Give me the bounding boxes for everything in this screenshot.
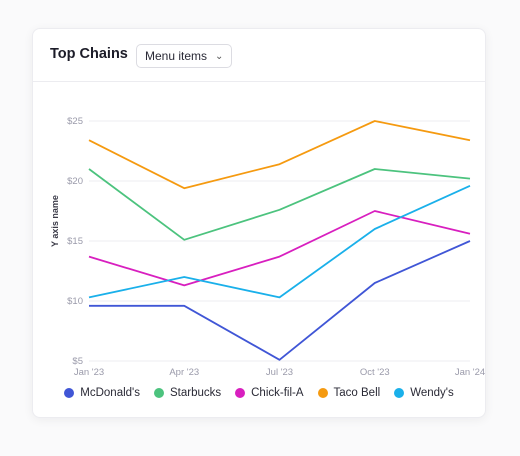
- x-tick-label: Jul '23: [266, 367, 293, 378]
- y-axis-ticks: $5 $10 $15 $20 $25: [67, 116, 83, 367]
- chart-legend: McDonald's Starbucks Chick-fil-A Taco Bell W…: [33, 387, 485, 399]
- series-line-chick-fil-a: [88, 210, 471, 287]
- series-line-mcdonald-s: [89, 240, 471, 361]
- series-line-taco-bell: [88, 120, 471, 190]
- y-tick-label: $20: [67, 176, 83, 187]
- x-axis-ticks: Jan '23 Apr '23 Jul '23 Oct '23 Jan '24: [74, 367, 485, 378]
- dropdown-value: Menu items: [145, 49, 208, 63]
- chart-title: Top Chains: [50, 46, 128, 62]
- legend-item[interactable]: Wendy's: [394, 387, 454, 399]
- legend-dot-icon: [64, 388, 75, 398]
- card-header: Top Chains Menu items ⌄: [33, 29, 485, 82]
- x-tick-label: Oct '23: [360, 367, 390, 378]
- legend-label: Taco Bell: [333, 387, 381, 399]
- legend-dot-icon: [235, 388, 246, 398]
- x-tick-label: Jan '23: [74, 367, 104, 378]
- legend-item[interactable]: Taco Bell: [317, 387, 381, 399]
- legend-item[interactable]: Chick-fil-A: [235, 387, 304, 399]
- legend-item[interactable]: McDonald's: [64, 387, 140, 399]
- grid: [89, 120, 470, 362]
- line-chart: $5 $10 $15 $20 $25 Jan '23 Apr '23 Jul '23 Oct …: [50, 116, 485, 378]
- series-line-wendy-s: [88, 184, 471, 299]
- legend-label: McDonald's: [80, 387, 140, 399]
- x-tick-label: Jan '24: [455, 367, 485, 378]
- chart-card: Top Chains Menu items ⌄ $5 $10 $15 $20 $25 J…: [32, 28, 486, 418]
- legend-label: Starbucks: [169, 387, 222, 399]
- legend-item[interactable]: Starbucks: [153, 387, 222, 399]
- legend-dot-icon: [317, 388, 328, 398]
- legend-label: Chick-fil-A: [251, 387, 304, 399]
- y-tick-label: $5: [72, 356, 83, 367]
- legend-label: Wendy's: [410, 387, 454, 399]
- y-tick-label: $25: [67, 116, 83, 127]
- y-tick-label: $15: [67, 236, 83, 247]
- y-axis-label: Y axis name: [50, 195, 60, 247]
- x-tick-label: Apr '23: [169, 367, 199, 378]
- series-line-starbucks: [88, 168, 471, 241]
- chevron-down-icon: ⌄: [215, 50, 224, 62]
- metric-dropdown[interactable]: Menu items ⌄: [136, 44, 233, 68]
- legend-dot-icon: [153, 388, 164, 398]
- y-tick-label: $10: [67, 296, 83, 307]
- series-lines: [88, 120, 471, 361]
- legend-dot-icon: [394, 388, 405, 398]
